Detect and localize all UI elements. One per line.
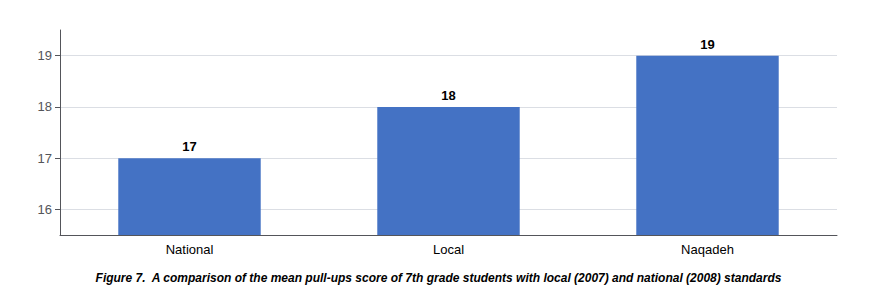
svg-text:Figure 7. A comparison of the: Figure 7. A comparison of the mean pull-…	[96, 271, 782, 285]
svg-text:17: 17	[38, 151, 52, 166]
svg-text:National: National	[166, 242, 214, 257]
svg-text:16: 16	[38, 202, 52, 217]
svg-text:19: 19	[700, 37, 714, 52]
svg-text:17: 17	[182, 139, 196, 154]
svg-text:18: 18	[38, 99, 52, 114]
svg-text:19: 19	[38, 48, 52, 63]
svg-text:Local: Local	[433, 242, 464, 257]
svg-text:Naqadeh: Naqadeh	[681, 242, 734, 257]
svg-text:18: 18	[441, 88, 455, 103]
